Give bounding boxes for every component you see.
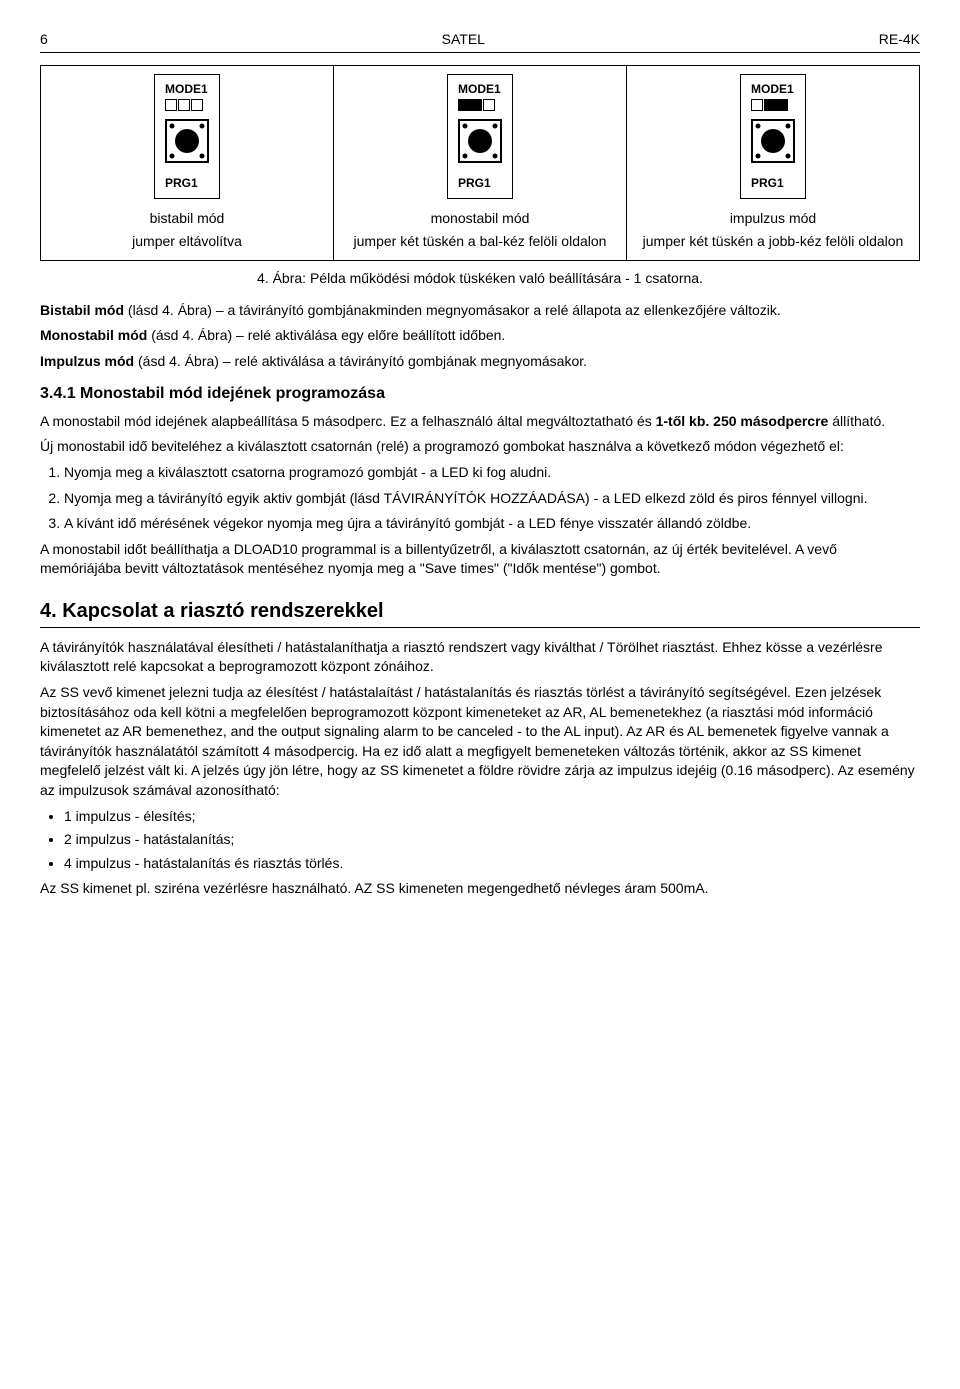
page-number: 6: [40, 30, 48, 50]
pin-empty-icon: [178, 99, 190, 111]
prg-button-icon: [458, 119, 502, 163]
mode-top-label: MODE1: [751, 81, 795, 98]
mode-cell-bistabil: MODE1 PRG1 bistabil mód jumper eltávol: [41, 65, 334, 260]
pin-bridge-icon: [458, 99, 482, 111]
section-341-p1: A monostabil mód idejének alapbeállítása…: [40, 412, 920, 432]
bistabil-label: Bistabil mód: [40, 302, 124, 318]
list-item: 1 impulzus - élesítés;: [64, 807, 920, 827]
prg-button-icon: [751, 119, 795, 163]
monostabil-label: Monostabil mód: [40, 327, 147, 343]
p1-a: A monostabil mód idejének alapbeállítása…: [40, 413, 656, 429]
list-item: Nyomja meg a távirányító egyik aktiv gom…: [64, 489, 920, 509]
mode-subtitle: jumper két tüskén a jobb-kéz felöli olda…: [635, 232, 911, 252]
impulzus-definition: Impulzus mód (ásd 4. Ábra) – relé aktivá…: [40, 352, 920, 372]
section-4-p1: A távirányítók használatával élesítheti …: [40, 638, 920, 677]
pin-empty-icon: [165, 99, 177, 111]
mode-table: MODE1 PRG1 bistabil mód jumper eltávol: [40, 65, 920, 261]
pin-bridge-icon: [764, 99, 788, 111]
section-4-list: 1 impulzus - élesítés; 2 impulzus - hatá…: [40, 807, 920, 874]
p1-c: állítható.: [828, 413, 885, 429]
section-341-p3: A monostabil időt beállíthatja a DLOAD10…: [40, 540, 920, 579]
mode-subtitle: jumper két tüskén a bal-kéz felöli oldal…: [342, 232, 618, 252]
page-header: 6 SATEL RE-4K: [40, 30, 920, 53]
impulzus-text: (ásd 4. Ábra) – relé aktiválása a távirá…: [134, 353, 587, 369]
pins-bistabil: [165, 99, 209, 111]
list-item: 4 impulzus - hatástalanítás és riasztás …: [64, 854, 920, 874]
section-341-list: Nyomja meg a kiválasztott csatorna progr…: [40, 463, 920, 534]
mode-bottom-label: PRG1: [165, 175, 209, 192]
company-name: SATEL: [48, 30, 879, 50]
list-item: Nyomja meg a kiválasztott csatorna progr…: [64, 463, 920, 483]
mode-diagram-impulzus: MODE1 PRG1: [740, 74, 806, 199]
monostabil-definition: Monostabil mód (ásd 4. Ábra) – relé akti…: [40, 326, 920, 346]
mode-cell-impulzus: MODE1 PRG1 impulzus mód jumper két tüské…: [627, 65, 920, 260]
section-4-p3: Az SS kimenet pl. sziréna vezérlésre has…: [40, 879, 920, 899]
section-341-heading: 3.4.1 Monostabil mód idejének programozá…: [40, 383, 920, 405]
mode-title: bistabil mód: [49, 209, 325, 229]
pins-impulzus: [751, 99, 795, 111]
pin-empty-icon: [751, 99, 763, 111]
bistabil-text: (lásd 4. Ábra) – a távirányító gombjának…: [124, 302, 781, 318]
list-item: 2 impulzus - hatástalanítás;: [64, 830, 920, 850]
figure-caption: 4. Ábra: Példa működési módok tüskéken v…: [40, 269, 920, 289]
mode-diagram-bistabil: MODE1 PRG1: [154, 74, 220, 199]
impulzus-label: Impulzus mód: [40, 353, 134, 369]
section-4-p2: Az SS vevő kimenet jelezni tudja az éles…: [40, 683, 920, 801]
mode-title: impulzus mód: [635, 209, 911, 229]
mode-top-label: MODE1: [165, 81, 209, 98]
pin-empty-icon: [191, 99, 203, 111]
pins-monostabil: [458, 99, 502, 111]
pin-empty-icon: [483, 99, 495, 111]
list-item: A kívánt idő mérésének végekor nyomja me…: [64, 514, 920, 534]
monostabil-text: (ásd 4. Ábra) – relé aktiválása egy előr…: [147, 327, 505, 343]
mode-title: monostabil mód: [342, 209, 618, 229]
p1-b: 1-től kb. 250 másodpercre: [656, 413, 829, 429]
mode-subtitle: jumper eltávolítva: [49, 232, 325, 252]
bistabil-definition: Bistabil mód (lásd 4. Ábra) – a távirány…: [40, 301, 920, 321]
mode-top-label: MODE1: [458, 81, 502, 98]
mode-diagram-monostabil: MODE1 PRG1: [447, 74, 513, 199]
model-name: RE-4K: [879, 30, 920, 50]
mode-bottom-label: PRG1: [458, 175, 502, 192]
mode-cell-monostabil: MODE1 PRG1 monostabil mód jumper két tüs…: [334, 65, 627, 260]
section-341-p2: Új monostabil idő beviteléhez a kiválasz…: [40, 437, 920, 457]
mode-bottom-label: PRG1: [751, 175, 795, 192]
section-4-heading: 4. Kapcsolat a riasztó rendszerekkel: [40, 597, 920, 628]
prg-button-icon: [165, 119, 209, 163]
